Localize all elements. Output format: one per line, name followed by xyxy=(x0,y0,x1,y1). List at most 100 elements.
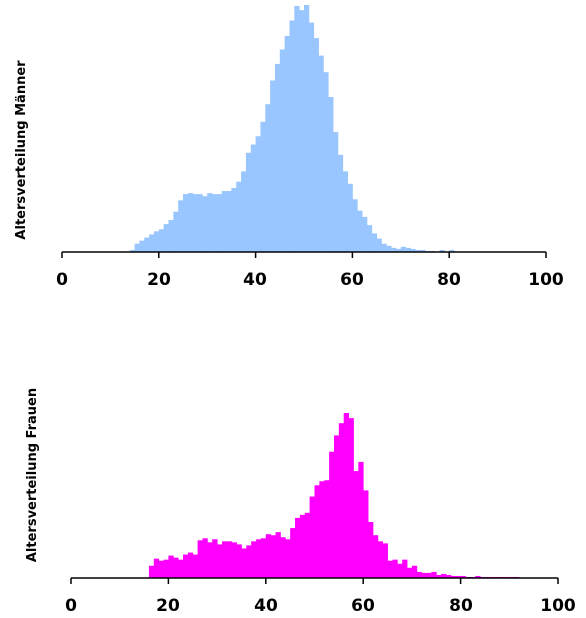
chart-maenner: Altersverteilung Männer 0 20 40 60 80 10… xyxy=(14,5,564,290)
histogram-bar xyxy=(391,247,397,252)
histogram-bar xyxy=(129,249,135,252)
histogram-bar xyxy=(221,191,227,252)
histogram-bar xyxy=(372,535,379,578)
histogram-bar xyxy=(348,418,354,578)
histogram-bar xyxy=(368,521,374,578)
histogram-bar xyxy=(324,480,330,578)
histogram-bar xyxy=(475,575,481,578)
histogram-bar xyxy=(265,104,271,253)
histogram-bar xyxy=(212,194,218,252)
histogram-bar xyxy=(251,541,257,578)
histogram-bar xyxy=(445,574,452,578)
histogram-bar xyxy=(187,552,194,578)
histogram-bar xyxy=(168,219,174,252)
histogram-bar xyxy=(309,496,315,578)
histogram-bar xyxy=(410,248,416,252)
histogram-bar xyxy=(420,249,426,252)
histogram-bar xyxy=(255,136,261,252)
histogram-bar xyxy=(202,538,208,578)
histogram-bar xyxy=(148,565,155,578)
histogram-bar xyxy=(246,545,252,578)
histogram-bar xyxy=(173,211,179,252)
tick-label: 100 xyxy=(540,596,576,616)
chart-frauen: Altersverteilung Frauen 0 20 40 60 80 10… xyxy=(25,388,576,616)
histogram-bar xyxy=(285,539,291,578)
histogram-bar xyxy=(256,539,262,578)
histogram-bar xyxy=(173,557,179,578)
ticks-maenner xyxy=(61,252,547,258)
histogram-bar xyxy=(366,225,373,252)
histogram-bar xyxy=(405,247,411,252)
histogram-bar xyxy=(386,245,392,252)
histogram-bar xyxy=(250,144,256,252)
histogram-bar xyxy=(236,181,242,252)
histogram-bar xyxy=(352,199,358,252)
histogram-bar xyxy=(415,249,421,252)
histogram-bar xyxy=(260,538,267,578)
histogram-bar xyxy=(226,191,232,252)
histogram-bar xyxy=(153,231,160,252)
histogram-bar xyxy=(333,435,340,578)
ylabel-frauen: Altersverteilung Frauen xyxy=(25,388,40,562)
histogram-bar xyxy=(241,548,247,578)
tick-label: 40 xyxy=(243,270,267,290)
histogram-bar xyxy=(207,542,213,578)
histogram-bar xyxy=(416,571,423,578)
histogram-bar xyxy=(134,243,140,252)
histogram-bar xyxy=(455,575,461,578)
histogram-bar xyxy=(153,558,160,578)
histogram-bar xyxy=(319,481,325,578)
histogram-bar xyxy=(308,22,315,252)
histogram-bar xyxy=(270,80,276,252)
histogram-bar xyxy=(362,216,368,252)
histogram-bar xyxy=(397,563,403,578)
histogram-bar xyxy=(178,200,184,252)
tick-label: 20 xyxy=(147,270,171,290)
histogram-bar xyxy=(411,565,418,578)
histogram-bar xyxy=(294,6,300,253)
ylabel-maenner: Altersverteilung Männer xyxy=(14,60,29,240)
histogram-bar xyxy=(236,544,242,578)
histogram-bar xyxy=(275,532,281,578)
histogram-bar xyxy=(178,559,184,578)
histogram-bar xyxy=(192,554,199,578)
histogram-bar xyxy=(260,121,266,252)
histogram-bar xyxy=(347,183,353,252)
histogram-bar xyxy=(449,249,455,252)
histogram-bar xyxy=(304,5,310,252)
tick-label: 80 xyxy=(437,270,461,290)
histogram-bar xyxy=(231,542,237,578)
histogram-bar xyxy=(158,560,164,578)
histogram-bar xyxy=(295,517,301,578)
tick-labels-maenner: 0 20 40 60 80 100 xyxy=(56,270,564,290)
histogram-bar xyxy=(421,572,427,578)
histogram-bar xyxy=(357,210,363,252)
histogram-bar xyxy=(299,10,305,253)
histogram-bar xyxy=(197,194,203,252)
histogram-bar xyxy=(436,574,442,578)
histogram-bar xyxy=(226,541,233,578)
tick-label: 60 xyxy=(351,596,375,616)
histogram-bar xyxy=(139,240,145,252)
histogram-bar xyxy=(231,187,237,252)
histogram-bar xyxy=(270,535,276,578)
histogram-bar xyxy=(168,555,174,578)
histogram-bar xyxy=(265,534,272,578)
histogram-bar xyxy=(377,541,384,578)
histogram-bar xyxy=(197,540,203,578)
histogram-bar xyxy=(387,560,393,578)
tick-label: 0 xyxy=(65,596,77,616)
histogram-bar xyxy=(183,554,189,578)
histogram-bar xyxy=(381,243,387,252)
histogram-bar xyxy=(216,194,223,252)
tick-label: 20 xyxy=(156,596,180,616)
histogram-bar xyxy=(363,490,369,578)
histogram-bar xyxy=(304,512,311,578)
histogram-bar xyxy=(343,413,349,578)
histogram-bar xyxy=(241,171,247,252)
histogram-bar xyxy=(274,63,281,252)
histogram-bar xyxy=(183,194,189,252)
histogram-bar xyxy=(431,571,437,578)
histogram-bar xyxy=(144,237,150,252)
